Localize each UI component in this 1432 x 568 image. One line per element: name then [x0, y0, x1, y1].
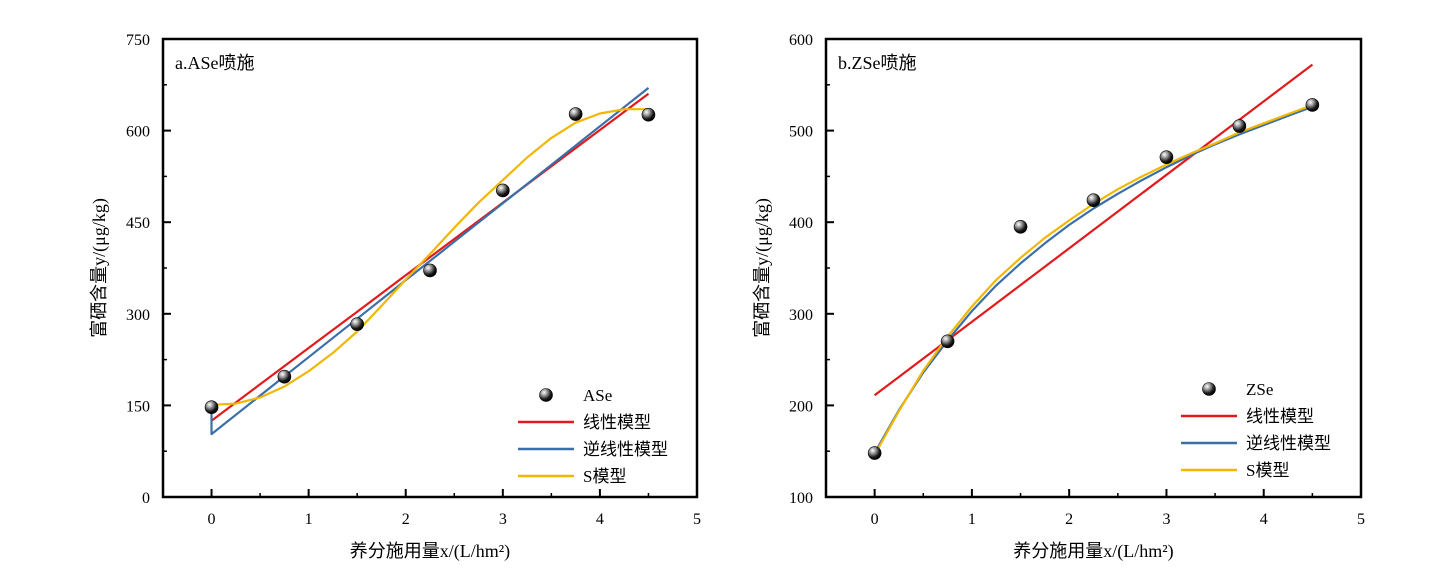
y-tick-label: 500 [789, 124, 813, 141]
y-tick-label: 300 [126, 307, 150, 324]
x-tick-label: 0 [871, 511, 879, 528]
x-tick-label: 2 [1065, 511, 1073, 528]
data-point [940, 334, 955, 349]
x-tick-label: 5 [693, 511, 701, 528]
data-point [204, 400, 219, 415]
data-point [423, 263, 437, 278]
x-axis-label: 养分施用量x/(L/hm²) [1013, 541, 1173, 562]
legend-marker-points [1202, 382, 1216, 396]
y-tick-label: 0 [142, 490, 150, 507]
x-axis-label: 养分施用量x/(L/hm²) [350, 541, 510, 562]
x-tick-label: 1 [968, 511, 976, 528]
series-line-s-model [873, 103, 1313, 456]
data-point [1305, 98, 1320, 112]
y-tick-label: 100 [789, 490, 813, 507]
series-line-inverse [873, 105, 1313, 454]
data-point [350, 317, 364, 331]
y-tick-label: 600 [126, 124, 150, 141]
legend-label: 线性模型 [1246, 407, 1314, 426]
x-tick-label: 3 [499, 511, 507, 528]
chart-panel-a: 0 1 2 3 4 50150300450600750养分施用量x/(L/hm²)富硒含量… [89, 32, 701, 562]
data-point [867, 446, 882, 460]
chart-panel-b: 0 1 2 3 4 5 100 200 300 400 500 600 养分施用量x/(L/hm²) 富硒… [752, 32, 1365, 562]
data-point [1159, 150, 1174, 164]
x-tick-label: 2 [402, 511, 410, 528]
series-line-linear [210, 92, 650, 422]
y-axis-label: 富硒含量y/(μg/kg) [89, 198, 110, 338]
legend-label: S模型 [583, 467, 626, 486]
legend-label: S模型 [1246, 461, 1289, 480]
x-tick-label: 4 [596, 511, 604, 528]
y-tick-label: 200 [789, 398, 813, 415]
legend-label: 线性模型 [583, 413, 651, 432]
y-axis-label: 富硒含量y/(μg/kg) [752, 198, 773, 338]
data-point [1086, 193, 1101, 208]
x-tick-label: 5 [1357, 511, 1365, 528]
data-point [1013, 219, 1028, 234]
legend-label: 逆线性模型 [1246, 434, 1331, 453]
y-tick-label: 300 [789, 307, 813, 324]
data-point [1232, 119, 1247, 133]
y-tick-label: 450 [126, 215, 150, 232]
x-tick-label: 4 [1260, 511, 1268, 528]
y-tick-label: 400 [789, 215, 813, 232]
legend-label: 逆线性模型 [583, 440, 668, 459]
y-tick-label: 600 [789, 32, 813, 49]
x-tick-label: 3 [1162, 511, 1170, 528]
series-line-s-model [211, 108, 649, 406]
data-point [496, 183, 510, 198]
y-tick-label: 150 [126, 398, 150, 415]
data-point [277, 369, 292, 384]
plot-frame [824, 37, 1363, 499]
y-tick-label: 750 [126, 32, 150, 49]
panel-label: b.ZSe喷施 [838, 53, 917, 73]
series-line-inverse [210, 87, 650, 436]
x-tick-label: 0 [208, 511, 216, 528]
panel-label: a.ASe喷施 [175, 53, 255, 73]
legend-label: ASe [583, 386, 612, 405]
data-point [641, 107, 656, 122]
legend-label: ZSe [1246, 380, 1273, 399]
legend-marker-points [539, 388, 553, 402]
x-tick-label: 1 [305, 511, 313, 528]
data-point [568, 107, 583, 121]
